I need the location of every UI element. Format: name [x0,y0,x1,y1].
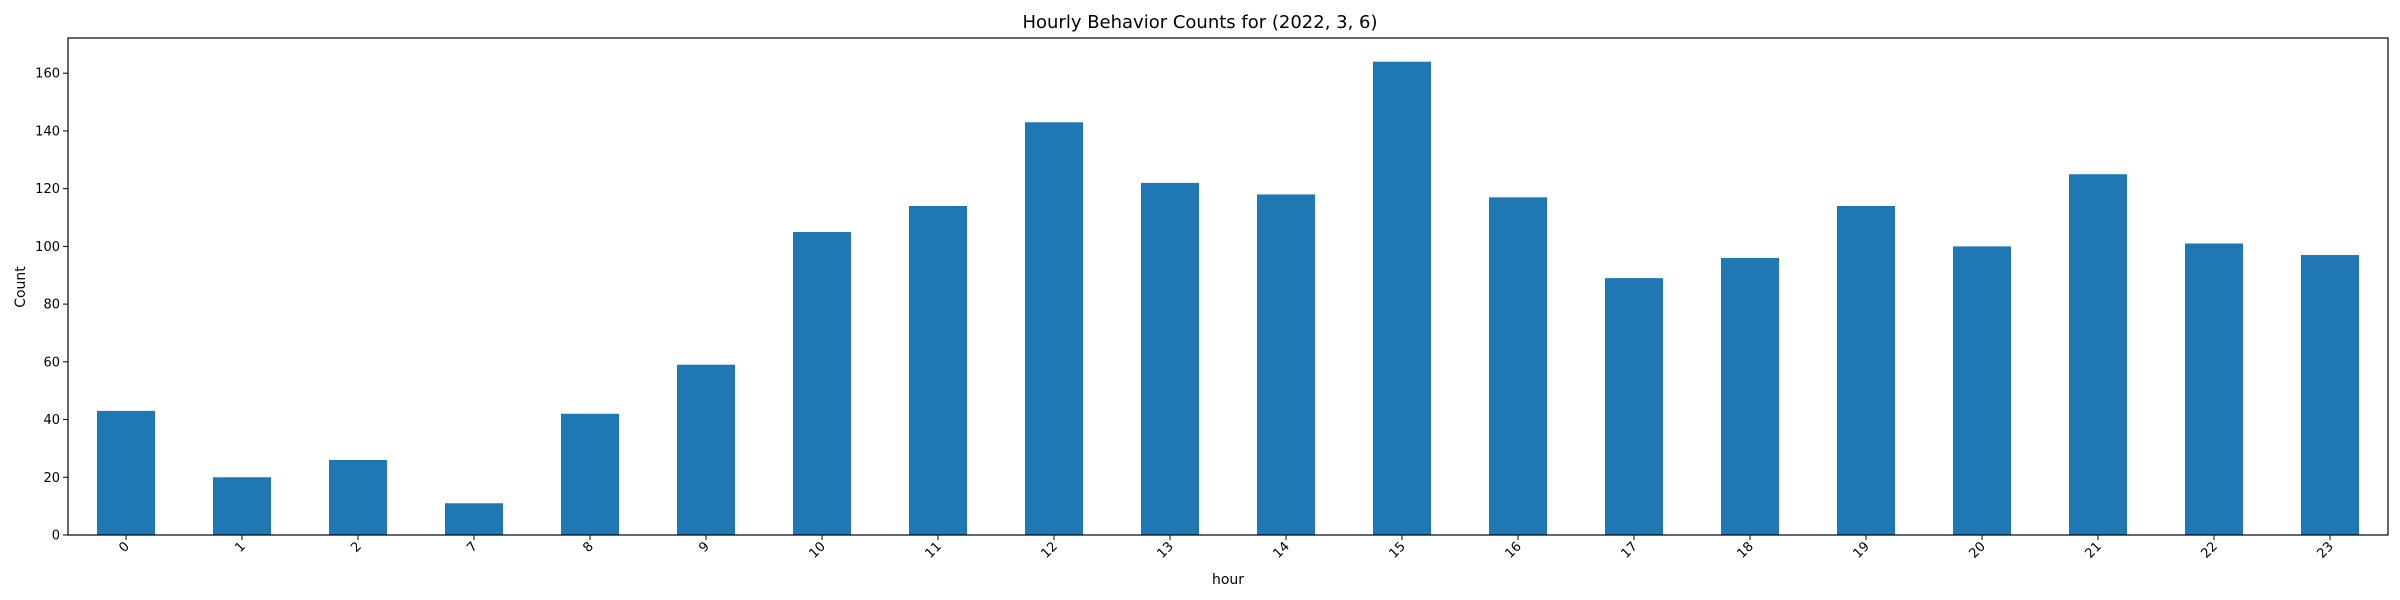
bar-hour-9 [677,364,735,535]
x-tick-label: 12 [1039,539,1061,561]
bar-hour-0 [97,410,155,535]
x-tick-label: 14 [1271,539,1293,561]
y-axis-ticks: 0 20 40 60 80 100 120 140 160 [35,67,68,544]
bar-hour-8 [561,413,619,535]
bar-hour-14 [1257,194,1315,535]
x-tick-label: 18 [1735,539,1757,561]
chart-title: Hourly Behavior Counts for (2022, 3, 6) [1022,12,1377,33]
plot-frame [67,37,2389,536]
x-tick-label: 20 [1967,539,1989,561]
bar-hour-10 [793,231,851,535]
y-tick-label: 100 [35,240,60,255]
bar-hour-2 [329,459,387,535]
x-tick-label: 11 [923,539,945,561]
x-tick-label: 0 [116,539,132,555]
x-tick-label: 7 [464,539,480,555]
bar-hour-7 [445,503,503,535]
bar-hour-11 [909,205,967,535]
x-tick-label: 19 [1851,539,1873,561]
x-tick-label: 22 [2199,539,2221,561]
x-tick-label: 9 [696,539,712,555]
x-tick-label: 15 [1387,539,1409,561]
y-tick-label: 160 [35,67,60,82]
bar-hour-16 [1489,197,1547,535]
bar-hour-1 [213,477,271,535]
x-tick-label: 17 [1619,539,1641,561]
y-tick-label: 0 [52,529,60,544]
y-tick-label: 20 [43,471,60,486]
x-tick-label: 21 [2083,539,2105,561]
bar-hour-17 [1605,278,1663,535]
x-tick-label: 10 [807,539,829,561]
bar-hour-13 [1141,182,1199,536]
bar-hour-12 [1025,122,1083,535]
x-tick-label: 16 [1503,539,1525,561]
bar-hour-21 [2069,174,2127,535]
y-tick-label: 60 [43,355,60,370]
x-tick-label: 13 [1155,539,1177,561]
x-tick-label: 1 [232,539,248,555]
bar-hour-19 [1837,205,1895,535]
y-tick-label: 120 [35,182,60,197]
y-tick-label: 80 [43,298,60,313]
x-tick-label: 8 [580,539,596,555]
y-tick-label: 140 [35,124,60,139]
x-axis-ticks: 0 1 2 7 8 9 10 11 12 13 14 15 16 17 18 19 20 21 22 23 [116,535,2337,562]
x-tick-label: 23 [2315,539,2337,561]
bar-hour-22 [2185,243,2243,535]
y-tick-label: 40 [43,413,60,428]
bars-group [97,61,2359,536]
bar-hour-18 [1721,257,1779,535]
bar-hour-20 [1953,246,2011,535]
x-tick-label: 2 [348,539,364,555]
y-axis-label: Count [13,266,29,308]
bar-hour-23 [2301,255,2359,535]
x-axis-label: hour [1212,572,1244,588]
bar-hour-15 [1373,61,1431,536]
